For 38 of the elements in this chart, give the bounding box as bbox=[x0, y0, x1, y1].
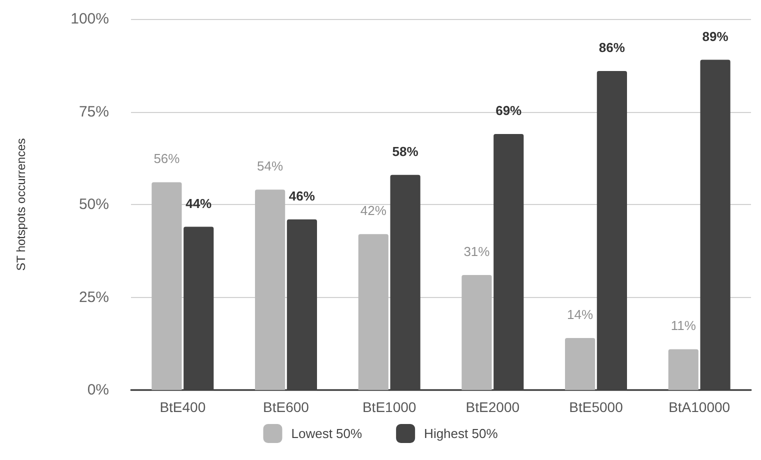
data-label: 46% bbox=[288, 188, 316, 204]
bar bbox=[184, 226, 214, 390]
bar bbox=[255, 190, 286, 390]
data-label: 44% bbox=[186, 196, 212, 211]
y-tick-label: 0% bbox=[87, 382, 109, 398]
bar bbox=[152, 182, 182, 390]
data-label: 11% bbox=[670, 318, 696, 334]
data-label: 69% bbox=[496, 103, 522, 118]
bar bbox=[358, 234, 388, 390]
x-tick-label: BtE600 bbox=[263, 399, 310, 415]
x-tick-label: BtE1000 bbox=[362, 399, 416, 415]
bar bbox=[462, 274, 492, 390]
x-tick-label: BtE400 bbox=[160, 399, 206, 415]
bar bbox=[668, 349, 698, 390]
bar bbox=[700, 60, 730, 390]
bar bbox=[596, 70, 627, 390]
x-tick-label: BtE5000 bbox=[569, 399, 624, 415]
bar bbox=[390, 174, 420, 390]
bar bbox=[494, 134, 524, 390]
y-tick-label: 100% bbox=[70, 10, 109, 28]
bar bbox=[286, 219, 317, 390]
data-label: 14% bbox=[567, 307, 594, 322]
data-label: 54% bbox=[257, 158, 284, 174]
y-tick-label: 25% bbox=[78, 288, 109, 306]
y-axis-title: ST hotspots occurrences bbox=[14, 138, 28, 271]
y-tick-label: 75% bbox=[78, 103, 109, 120]
x-tick-label: BtE2000 bbox=[466, 399, 520, 415]
y-tick-label: 50% bbox=[78, 196, 109, 213]
bar bbox=[565, 338, 596, 390]
data-label: 56% bbox=[154, 151, 180, 166]
data-label: 89% bbox=[702, 28, 729, 44]
data-label: 42% bbox=[360, 203, 387, 218]
data-label: 31% bbox=[464, 244, 490, 259]
legend-label: Lowest 50% bbox=[291, 426, 362, 441]
data-label: 58% bbox=[392, 144, 419, 159]
x-tick-label: BtA10000 bbox=[668, 399, 730, 415]
data-label: 86% bbox=[598, 40, 626, 55]
legend-label: Highest 50% bbox=[424, 426, 498, 441]
